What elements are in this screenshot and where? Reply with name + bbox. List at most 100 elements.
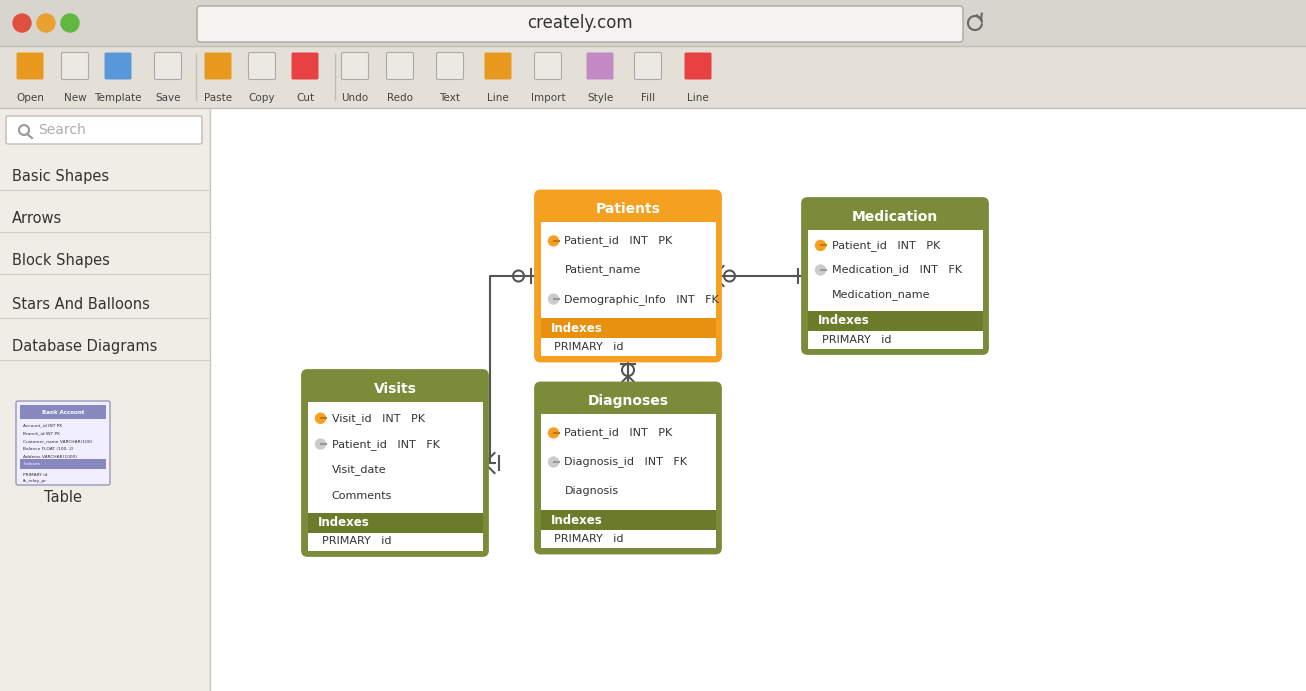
Circle shape xyxy=(549,294,559,304)
Text: Redo: Redo xyxy=(387,93,413,103)
Bar xyxy=(541,318,716,338)
Text: Paste: Paste xyxy=(204,93,232,103)
Text: Indexes: Indexes xyxy=(317,516,370,529)
FancyBboxPatch shape xyxy=(16,401,110,485)
Text: Balance FLOAT (100, 2): Balance FLOAT (100, 2) xyxy=(24,447,73,451)
FancyBboxPatch shape xyxy=(535,191,721,361)
FancyBboxPatch shape xyxy=(534,53,562,79)
Text: Visits: Visits xyxy=(374,381,417,395)
FancyBboxPatch shape xyxy=(535,383,721,553)
FancyBboxPatch shape xyxy=(635,53,662,79)
Text: New: New xyxy=(64,93,86,103)
Text: Indexes: Indexes xyxy=(24,462,40,466)
Circle shape xyxy=(815,265,825,275)
Text: Patients: Patients xyxy=(596,202,661,216)
FancyBboxPatch shape xyxy=(154,53,182,79)
Bar xyxy=(541,510,716,530)
Bar xyxy=(307,533,482,551)
Bar xyxy=(307,513,482,533)
Text: Patient_id   INT   FK: Patient_id INT FK xyxy=(332,439,439,450)
FancyBboxPatch shape xyxy=(387,53,414,79)
Bar xyxy=(541,338,716,356)
Text: Table: Table xyxy=(44,489,82,504)
FancyBboxPatch shape xyxy=(436,53,464,79)
Text: Medication_name: Medication_name xyxy=(832,289,930,300)
FancyBboxPatch shape xyxy=(17,53,43,79)
Text: fk_relay_pr: fk_relay_pr xyxy=(24,479,47,483)
Text: PRIMARY id: PRIMARY id xyxy=(24,473,47,477)
FancyBboxPatch shape xyxy=(684,53,712,79)
FancyBboxPatch shape xyxy=(7,116,202,144)
Circle shape xyxy=(37,14,55,32)
Circle shape xyxy=(549,457,559,467)
FancyBboxPatch shape xyxy=(303,370,487,556)
Bar xyxy=(541,414,716,510)
Text: PRIMARY   id: PRIMARY id xyxy=(821,334,891,345)
Text: Save: Save xyxy=(155,93,180,103)
Text: Stars And Balloons: Stars And Balloons xyxy=(12,296,150,312)
Text: Style: Style xyxy=(586,93,613,103)
Text: PRIMARY   id: PRIMARY id xyxy=(321,536,390,547)
Text: Line: Line xyxy=(487,93,509,103)
Text: Indexes: Indexes xyxy=(551,321,602,334)
Bar xyxy=(807,310,982,330)
Text: Patient_id   INT   PK: Patient_id INT PK xyxy=(564,428,673,438)
Text: Indexes: Indexes xyxy=(551,513,602,527)
FancyBboxPatch shape xyxy=(248,53,276,79)
Text: Patient_id   INT   PK: Patient_id INT PK xyxy=(832,240,940,251)
FancyBboxPatch shape xyxy=(485,53,512,79)
Bar xyxy=(0,0,1306,46)
Text: Copy: Copy xyxy=(248,93,276,103)
FancyBboxPatch shape xyxy=(802,198,987,354)
Text: Fill: Fill xyxy=(641,93,656,103)
Text: Import: Import xyxy=(530,93,565,103)
Bar xyxy=(307,401,482,513)
Bar xyxy=(541,222,716,318)
Text: Comments: Comments xyxy=(332,491,392,501)
Text: Database Diagrams: Database Diagrams xyxy=(12,339,158,354)
Text: Open: Open xyxy=(16,93,44,103)
FancyBboxPatch shape xyxy=(104,53,132,79)
Text: Text: Text xyxy=(440,93,461,103)
Text: Template: Template xyxy=(94,93,142,103)
Text: Basic Shapes: Basic Shapes xyxy=(12,169,110,184)
Circle shape xyxy=(316,439,325,449)
Text: creately.com: creately.com xyxy=(528,14,633,32)
Text: Block Shapes: Block Shapes xyxy=(12,252,110,267)
Bar xyxy=(541,530,716,548)
Text: Diagnosis: Diagnosis xyxy=(564,486,619,496)
Text: Diagnoses: Diagnoses xyxy=(588,394,669,408)
Text: Account_id INT PK: Account_id INT PK xyxy=(24,423,63,427)
FancyBboxPatch shape xyxy=(586,53,614,79)
Text: Bank Account: Bank Account xyxy=(42,410,84,415)
FancyBboxPatch shape xyxy=(291,53,319,79)
Text: Line: Line xyxy=(687,93,709,103)
Bar xyxy=(0,46,1306,108)
Circle shape xyxy=(13,14,31,32)
Circle shape xyxy=(815,240,825,250)
Bar xyxy=(807,330,982,348)
Text: Visit_id   INT   PK: Visit_id INT PK xyxy=(332,413,424,424)
Text: Arrows: Arrows xyxy=(12,211,63,225)
Text: Patient_name: Patient_name xyxy=(564,265,641,276)
Circle shape xyxy=(549,428,559,438)
Bar xyxy=(807,229,982,310)
FancyBboxPatch shape xyxy=(341,53,368,79)
Text: Visit_date: Visit_date xyxy=(332,464,387,475)
Bar xyxy=(210,108,1306,691)
Text: PRIMARY   id: PRIMARY id xyxy=(555,342,624,352)
Text: Branch_id INT PK: Branch_id INT PK xyxy=(24,431,60,435)
Circle shape xyxy=(549,236,559,246)
Text: PRIMARY   id: PRIMARY id xyxy=(555,534,624,544)
FancyBboxPatch shape xyxy=(197,6,963,42)
Text: Search: Search xyxy=(38,123,86,137)
Text: Indexes: Indexes xyxy=(818,314,870,327)
Bar xyxy=(20,459,106,469)
Circle shape xyxy=(61,14,78,32)
Text: Address VARCHAR(1000): Address VARCHAR(1000) xyxy=(24,455,77,459)
Text: Diagnosis_id   INT   FK: Diagnosis_id INT FK xyxy=(564,457,687,467)
Text: Patient_id   INT   PK: Patient_id INT PK xyxy=(564,236,673,247)
Text: Demographic_Info   INT   FK: Demographic_Info INT FK xyxy=(564,294,720,305)
Text: Undo: Undo xyxy=(341,93,368,103)
Bar xyxy=(20,405,106,419)
